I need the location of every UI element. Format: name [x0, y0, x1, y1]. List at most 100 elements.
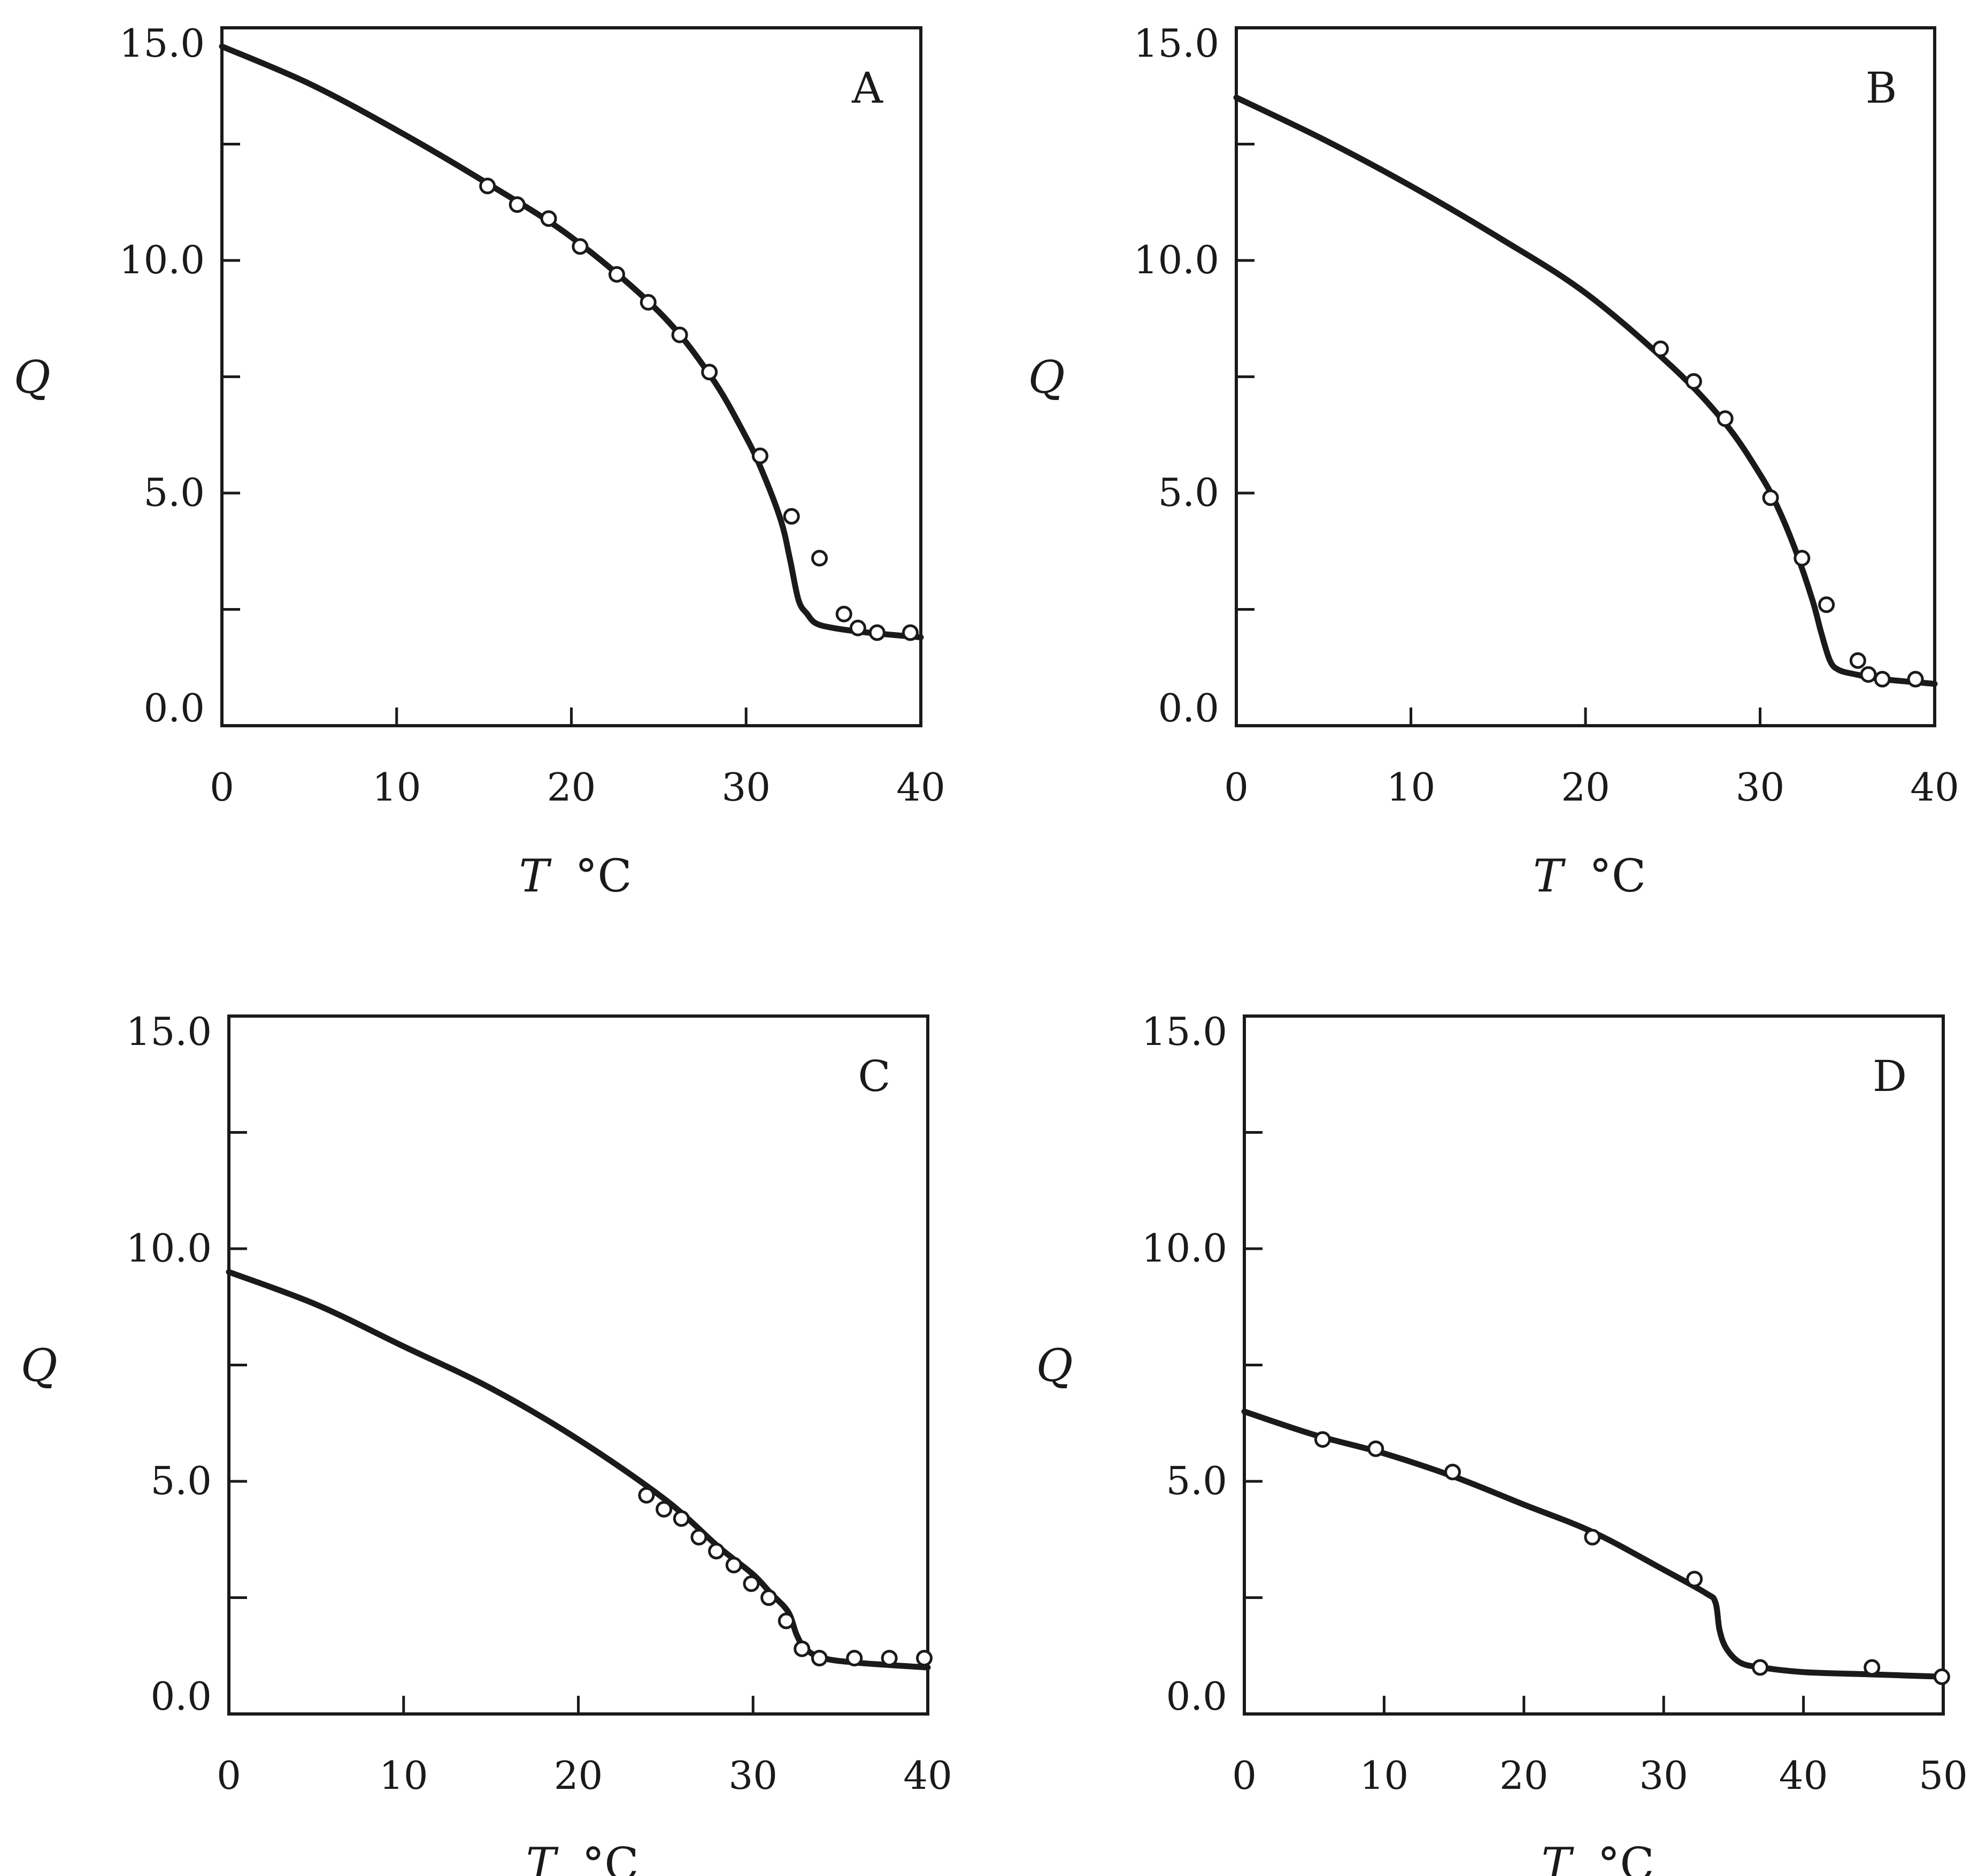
y-tick-label: 15.0: [1134, 21, 1219, 66]
fit-curve: [1233, 95, 1938, 687]
y-tick-label: 15.0: [119, 21, 205, 66]
y-tick-label: 10.0: [1142, 1226, 1227, 1271]
data-point: [1444, 1464, 1461, 1481]
x-tick-label: 10: [379, 1753, 428, 1798]
data-point: [479, 178, 496, 195]
data-point: [656, 1501, 673, 1518]
data-point: [811, 1650, 828, 1667]
y-tick-label: 5.0: [1166, 1458, 1227, 1503]
panel-a: 0 10 20 30 40 0.0 5.0 10.0 15.0 T °C Q A: [14, 21, 945, 902]
x-tick-label: 30: [1639, 1753, 1688, 1798]
y-tick-label: 0.0: [150, 1674, 212, 1719]
x-axis-label: T: [1533, 850, 1566, 902]
data-point: [868, 624, 886, 641]
data-point: [849, 619, 866, 636]
x-tick-label: 0: [1232, 1753, 1257, 1798]
data-point: [1907, 671, 1924, 688]
x-axis-label: T: [519, 850, 552, 902]
fit-curve: [219, 43, 924, 641]
y-tick-label: 10.0: [126, 1226, 212, 1271]
y-tick-label: 15.0: [1142, 1009, 1227, 1054]
y-tick-label: 10.0: [1134, 237, 1219, 282]
data-point: [751, 447, 768, 464]
y-tick-label: 5.0: [150, 1458, 212, 1503]
x-tick-label: 20: [554, 1753, 603, 1798]
plot-frame: [227, 1014, 929, 1716]
data-point: [701, 364, 718, 381]
x-tick-label: 40: [903, 1753, 952, 1798]
x-tick-label: 30: [1736, 765, 1785, 810]
x-tick-label: 20: [1499, 1753, 1549, 1798]
data-point: [1685, 373, 1702, 390]
panel-d: 0 10 20 30 40 50 0.0 5.0 10.0 15.0 T °C Q D: [1036, 1009, 1968, 1876]
x-tick-label: 40: [1779, 1753, 1828, 1798]
data-point: [794, 1640, 811, 1657]
y-tick-label: 0.0: [1158, 686, 1219, 731]
x-axis-label: T: [526, 1838, 559, 1876]
x-axis-unit: °C: [582, 1838, 638, 1876]
data-point: [638, 1487, 655, 1504]
data-point: [1864, 1659, 1881, 1676]
x-tick-label: 40: [1910, 765, 1959, 810]
y-axis-label: Q: [1036, 1340, 1073, 1392]
data-point: [1860, 666, 1877, 683]
panel-label: B: [1866, 63, 1897, 113]
y-tick-label: 10.0: [119, 237, 205, 282]
data-point: [835, 605, 852, 622]
data-point: [1717, 410, 1734, 427]
x-tick-label: 30: [721, 765, 771, 810]
x-tick-label: 30: [728, 1753, 778, 1798]
y-axis-label: Q: [21, 1340, 58, 1392]
data-point: [1849, 652, 1866, 669]
y-tick-label: 15.0: [126, 1009, 212, 1054]
data-point: [572, 238, 589, 255]
x-axis-unit: °C: [1597, 1838, 1654, 1876]
data-point: [725, 1557, 742, 1574]
x-tick-label: 10: [1360, 1753, 1409, 1798]
y-tick-label: 5.0: [143, 470, 205, 515]
fit-curve: [226, 1269, 931, 1671]
x-tick-label: 20: [1561, 765, 1610, 810]
panel-label: A: [851, 63, 883, 113]
x-tick-label: 0: [217, 1753, 241, 1798]
data-point: [760, 1589, 778, 1606]
data-point: [640, 294, 657, 311]
data-point: [902, 624, 919, 641]
y-tick-label: 0.0: [1166, 1674, 1227, 1719]
data-point: [778, 1612, 795, 1629]
data-point: [1874, 671, 1891, 688]
panel-b: 0 10 20 30 40 0.0 5.0 10.0 15.0 T °C Q B: [1028, 21, 1959, 902]
data-point: [783, 508, 800, 525]
x-tick-label: 10: [1387, 765, 1436, 810]
data-point: [1652, 340, 1669, 357]
data-point: [509, 196, 526, 213]
y-axis-label: Q: [1028, 351, 1065, 404]
data-point: [1584, 1528, 1601, 1546]
x-tick-label: 40: [896, 765, 945, 810]
data-point: [690, 1528, 707, 1546]
data-point: [915, 1650, 933, 1667]
data-point: [608, 266, 625, 283]
data-point: [673, 1510, 690, 1527]
y-tick-label: 0.0: [143, 686, 205, 731]
fit-curve: [1241, 1409, 1946, 1680]
data-point: [1686, 1571, 1703, 1588]
panel-c: 0 10 20 30 40 0.0 5.0 10.0 15.0 T °C Q C: [21, 1009, 952, 1876]
data-point: [846, 1650, 863, 1667]
plot-frame: [1235, 26, 1936, 727]
y-tick-label: 5.0: [1158, 470, 1219, 515]
x-tick-label: 0: [1224, 765, 1249, 810]
data-point: [708, 1543, 725, 1559]
data-point: [1818, 596, 1835, 613]
data-point: [881, 1650, 898, 1667]
x-tick-label: 0: [210, 765, 234, 810]
plot-frame: [1243, 1014, 1945, 1716]
x-tick-label: 10: [372, 765, 421, 810]
data-point: [1314, 1431, 1331, 1448]
y-axis-label: Q: [14, 351, 51, 404]
x-axis-label: T: [1541, 1838, 1574, 1876]
data-point: [1794, 550, 1811, 567]
x-tick-label: 50: [1919, 1753, 1968, 1798]
data-point: [1762, 489, 1779, 506]
